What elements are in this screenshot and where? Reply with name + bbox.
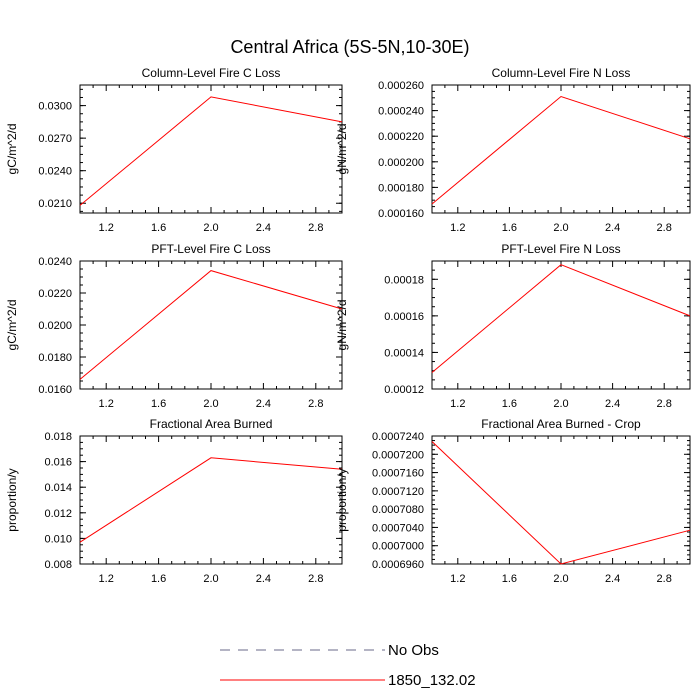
y-tick-label: 0.00016 <box>384 311 424 323</box>
y-tick-label: 0.00014 <box>384 347 424 359</box>
y-tick-label: 0.0006960 <box>372 559 424 571</box>
x-tick-label: 2.0 <box>203 398 218 410</box>
legend: No Obs 1850_132.02 <box>220 642 476 689</box>
y-tick-label: 0.000160 <box>378 208 424 220</box>
x-tick-label: 1.6 <box>151 222 166 234</box>
x-tick-label: 1.2 <box>99 222 114 234</box>
panel-title: PFT-Level Fire C Loss <box>151 242 270 256</box>
y-tick-label: 0.000260 <box>378 80 424 92</box>
y-tick-label: 0.000240 <box>378 106 424 118</box>
y-tick-label: 0.0240 <box>38 256 72 268</box>
y-tick-label: 0.016 <box>44 457 72 469</box>
legend-label-no-obs: No Obs <box>388 642 439 659</box>
x-tick-label: 2.4 <box>256 398 271 410</box>
y-axis-label: gN/m^2/d <box>335 124 349 175</box>
y-tick-label: 0.008 <box>44 559 72 571</box>
x-tick-label: 1.6 <box>502 398 517 410</box>
x-tick-label: 2.4 <box>605 573 620 585</box>
figure-title: Central Africa (5S-5N,10-30E) <box>230 37 469 57</box>
y-tick-label: 0.0180 <box>38 352 72 364</box>
panel-title: Fractional Area Burned <box>150 417 273 431</box>
y-tick-label: 0.0007040 <box>372 522 424 534</box>
y-tick-label: 0.0270 <box>38 133 72 145</box>
plot-frame <box>79 84 343 214</box>
x-tick-label: 2.8 <box>308 398 323 410</box>
x-tick-label: 2.8 <box>657 398 672 410</box>
x-tick-label: 2.4 <box>605 398 620 410</box>
y-tick-label: 0.0240 <box>38 166 72 178</box>
y-tick-label: 0.000200 <box>378 157 424 169</box>
plot-frame <box>79 260 343 390</box>
y-axis-label: proportion/y <box>335 468 349 531</box>
x-tick-label: 2.8 <box>657 573 672 585</box>
x-tick-label: 1.2 <box>450 398 465 410</box>
x-tick-label: 2.8 <box>308 573 323 585</box>
chart-panel-4: PFT-Level Fire N Loss gN/m^2/d 1.2 1.6 2.0 2.… <box>335 242 691 410</box>
series-line <box>431 95 691 205</box>
series-line <box>79 270 343 380</box>
y-tick-label: 0.0007000 <box>372 541 424 553</box>
x-tick-label: 2.4 <box>605 222 620 234</box>
x-tick-label: 2.4 <box>256 222 271 234</box>
y-tick-label: 0.014 <box>44 482 72 494</box>
y-tick-label: 0.00012 <box>384 384 424 396</box>
y-tick-label: 0.018 <box>44 431 72 443</box>
x-tick-label: 1.2 <box>99 573 114 585</box>
x-tick-label: 2.0 <box>553 398 568 410</box>
series-line <box>431 264 691 373</box>
x-tick-label: 2.8 <box>657 222 672 234</box>
y-tick-label: 0.0007240 <box>372 431 424 443</box>
y-tick-label: 0.0220 <box>38 288 72 300</box>
plot-frame <box>431 260 691 390</box>
y-tick-label: 0.00018 <box>384 274 424 286</box>
plot-frame <box>431 435 691 565</box>
y-tick-label: 0.0200 <box>38 320 72 332</box>
panel-title: PFT-Level Fire N Loss <box>501 242 620 256</box>
y-axis-label: gC/m^2/d <box>5 300 19 351</box>
x-tick-label: 1.2 <box>99 398 114 410</box>
x-tick-label: 2.0 <box>553 573 568 585</box>
y-tick-label: 0.012 <box>44 508 72 520</box>
y-tick-label: 0.0007200 <box>372 449 424 461</box>
x-tick-label: 2.8 <box>308 222 323 234</box>
chart-panel-3: PFT-Level Fire C Loss gC/m^2/d 1.2 1.6 2.0 2.… <box>5 242 343 410</box>
y-tick-label: 0.0160 <box>38 384 72 396</box>
panel-title: Fractional Area Burned - Crop <box>481 417 641 431</box>
y-tick-label: 0.0007080 <box>372 504 424 516</box>
x-tick-label: 1.6 <box>502 222 517 234</box>
y-tick-label: 0.000220 <box>378 131 424 143</box>
x-tick-label: 2.4 <box>256 573 271 585</box>
chart-panel-2: Column-Level Fire N Loss gN/m^2/d 1.2 1.6 2.… <box>335 66 691 234</box>
series-line <box>79 96 343 206</box>
chart-panels: Column-Level Fire C Loss gC/m^2/d 1.2 1.6 2.… <box>5 66 691 585</box>
x-tick-label: 2.0 <box>203 222 218 234</box>
x-tick-label: 1.6 <box>151 398 166 410</box>
x-tick-label: 1.6 <box>502 573 517 585</box>
chart-panel-5: Fractional Area Burned proportion/y 1.2 1.6… <box>5 417 343 585</box>
y-tick-label: 0.0007120 <box>372 486 424 498</box>
x-tick-label: 1.2 <box>450 573 465 585</box>
y-axis-label: gC/m^2/d <box>5 124 19 175</box>
plot-frame <box>79 435 343 565</box>
plot-frame <box>431 84 691 214</box>
y-axis-label: gN/m^2/d <box>335 300 349 351</box>
chart-panel-6: Fractional Area Burned - Crop proportion/… <box>335 417 691 585</box>
chart-panel-1: Column-Level Fire C Loss gC/m^2/d 1.2 1.6 2.… <box>5 66 343 234</box>
y-tick-label: 0.0007160 <box>372 468 424 480</box>
x-tick-label: 2.0 <box>203 573 218 585</box>
x-tick-label: 1.6 <box>151 573 166 585</box>
y-axis-label: proportion/y <box>5 468 19 531</box>
series-line <box>79 457 343 543</box>
series-line <box>431 441 691 565</box>
panel-title: Column-Level Fire C Loss <box>142 66 281 80</box>
x-tick-label: 1.2 <box>450 222 465 234</box>
x-tick-label: 2.0 <box>553 222 568 234</box>
y-tick-label: 0.0210 <box>38 198 72 210</box>
legend-label-series: 1850_132.02 <box>388 672 476 689</box>
panel-title: Column-Level Fire N Loss <box>492 66 631 80</box>
y-tick-label: 0.000180 <box>378 182 424 194</box>
y-tick-label: 0.010 <box>44 533 72 545</box>
y-tick-label: 0.0300 <box>38 101 72 113</box>
